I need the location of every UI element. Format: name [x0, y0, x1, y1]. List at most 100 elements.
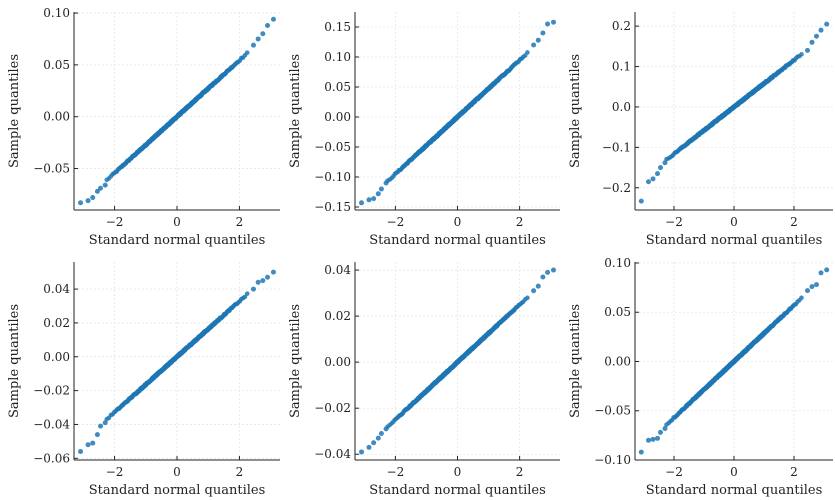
- qq-point: [525, 50, 530, 55]
- qq-point: [650, 176, 656, 182]
- qq-point: [98, 185, 104, 191]
- x-tick-label: 0: [173, 215, 181, 229]
- qq-point: [658, 429, 663, 435]
- y-tick-label: 0.15: [324, 20, 351, 34]
- y-tick-label: 0.00: [604, 354, 631, 368]
- y-tick-label: 0.00: [43, 110, 70, 124]
- x-axis-title: Standard normal quantiles: [369, 483, 546, 498]
- x-tick-label: −2: [387, 215, 405, 229]
- qq-point: [375, 191, 381, 197]
- x-tick-label: 2: [516, 465, 524, 479]
- y-tick-label: 0.05: [604, 305, 631, 319]
- y-tick-label: 0.04: [324, 263, 351, 277]
- qq-point: [638, 449, 644, 455]
- qq-point: [535, 37, 541, 43]
- x-tick-label: 0: [454, 215, 462, 229]
- qq-point: [814, 33, 819, 39]
- qq-point: [799, 52, 804, 57]
- qq-point: [814, 282, 819, 288]
- qq-point: [375, 435, 381, 441]
- qq-point: [78, 200, 84, 206]
- qq-point: [646, 179, 651, 185]
- x-tick-label: 2: [790, 465, 798, 479]
- qq-point: [366, 444, 372, 450]
- x-tick-label: −2: [665, 465, 683, 479]
- qq-point: [371, 440, 377, 446]
- qq-points: [78, 269, 276, 455]
- y-tick-label: 0.10: [324, 50, 351, 64]
- qq-point: [531, 42, 537, 48]
- qq-point: [809, 39, 815, 45]
- y-tick-label: −0.04: [33, 417, 70, 431]
- qq-point: [94, 432, 100, 438]
- qq-points: [359, 267, 556, 455]
- x-tick-label: −2: [106, 215, 124, 229]
- qq-panel-4: −2 0 2 −0.06 −0.04 −0.02 0.00 0.02 0.04 Standard …: [7, 262, 280, 498]
- y-axis-title: Sample quantiles: [568, 54, 583, 168]
- y-tick-label: 0.04: [43, 282, 70, 296]
- x-tick-label: 0: [730, 465, 738, 479]
- qq-point: [260, 278, 266, 284]
- x-axis-title: Standard normal quantiles: [646, 483, 823, 498]
- y-tick-label: −0.2: [602, 181, 631, 195]
- qq-point: [550, 19, 556, 25]
- qq-point: [90, 440, 96, 446]
- qq-panel-6: −2 0 2 −0.10 −0.05 0.00 0.05 0.10 Standard norma…: [568, 256, 833, 498]
- y-tick-label: 0.10: [604, 256, 631, 270]
- qq-point: [805, 47, 810, 53]
- y-tick-label: 0.00: [324, 110, 351, 124]
- qq-point: [646, 437, 651, 443]
- y-axis-title: Sample quantiles: [288, 304, 303, 418]
- qq-point: [270, 16, 276, 22]
- y-tick-label: −0.1: [602, 140, 631, 154]
- x-tick-label: 0: [730, 215, 738, 229]
- qq-point: [359, 449, 365, 455]
- qq-point: [540, 274, 546, 280]
- qq-point: [535, 283, 541, 289]
- x-tick-label: 0: [454, 465, 462, 479]
- qq-point: [255, 279, 261, 285]
- qq-points: [359, 19, 556, 206]
- qq-panel-5: −2 0 2 −0.04 −0.02 0.00 0.02 0.04 Standard norma…: [288, 262, 560, 498]
- y-tick-label: 0.00: [324, 355, 351, 369]
- x-tick-label: 2: [236, 465, 244, 479]
- qq-point: [818, 27, 824, 33]
- qq-point: [260, 31, 266, 37]
- qq-point: [638, 198, 644, 204]
- y-axis-title: Sample quantiles: [7, 304, 22, 418]
- qq-point: [799, 295, 804, 301]
- qq-panel-2: −2 0 2 −0.15 −0.10 −0.05 0.00 0.05 0.10 0.15 Stand…: [288, 12, 560, 248]
- qq-point: [540, 30, 546, 36]
- y-tick-label: 0.02: [43, 316, 70, 330]
- qq-point: [378, 431, 384, 437]
- qq-point: [371, 196, 377, 202]
- y-tick-label: 0.1: [612, 60, 631, 74]
- qq-points: [638, 267, 830, 455]
- x-tick-label: 2: [516, 215, 524, 229]
- qq-point: [265, 22, 271, 28]
- qq-point: [383, 180, 389, 186]
- y-tick-label: −0.05: [594, 404, 631, 418]
- qq-point: [545, 269, 551, 275]
- qq-point: [545, 21, 551, 27]
- qq-panel-1: −2 0 2 −0.05 0.00 0.05 0.10 Standard normal qua…: [7, 6, 280, 248]
- x-axis-title: Standard normal quantiles: [646, 233, 823, 248]
- qq-point: [250, 42, 256, 48]
- y-axis-title: Sample quantiles: [568, 304, 583, 418]
- x-tick-label: −2: [106, 465, 124, 479]
- qq-point: [85, 442, 91, 448]
- qq-points: [638, 21, 830, 204]
- x-tick-label: −2: [665, 215, 683, 229]
- qq-point: [818, 270, 824, 276]
- qq-point: [102, 182, 108, 188]
- qq-point: [102, 420, 108, 426]
- x-tick-label: 2: [236, 215, 244, 229]
- qq-point: [250, 286, 256, 292]
- qq-point: [378, 186, 384, 192]
- y-tick-label: 0.05: [43, 58, 70, 72]
- qq-point: [383, 426, 389, 432]
- qq-point: [662, 425, 668, 431]
- qq-point: [265, 274, 271, 280]
- y-tick-label: 0.0: [612, 100, 631, 114]
- y-tick-label: 0.05: [324, 80, 351, 94]
